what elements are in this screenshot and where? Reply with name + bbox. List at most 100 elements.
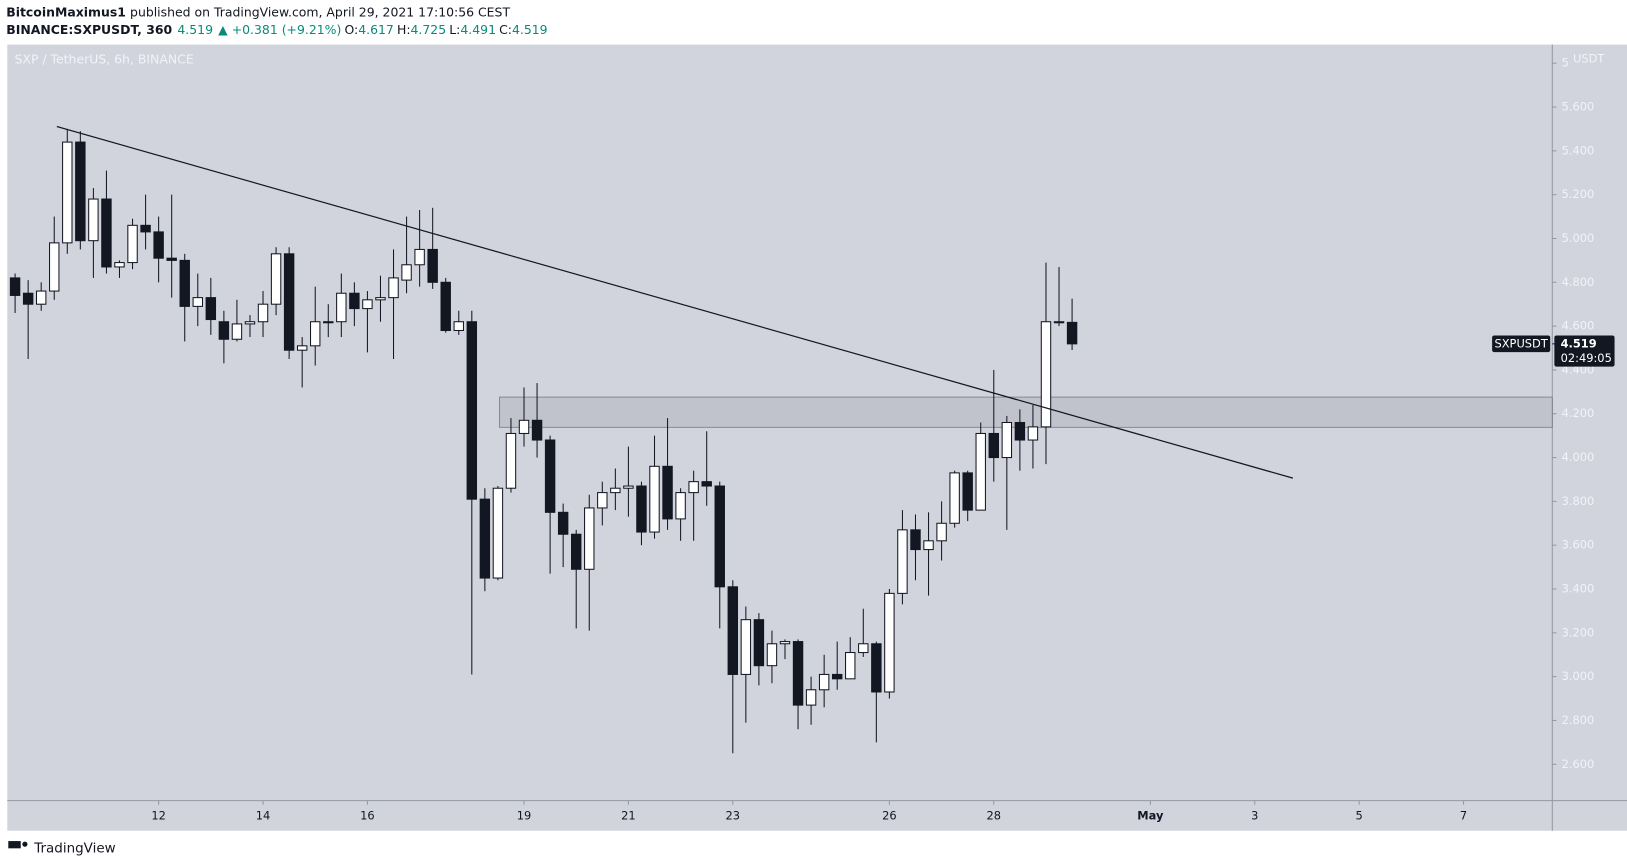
candle-body (505, 432, 517, 489)
y-tick-label: 4.200 (1562, 406, 1595, 420)
candle-body (414, 248, 425, 266)
candle-body (949, 472, 960, 524)
symbol-label: SXPUSDT (1495, 336, 1548, 350)
change: ▲ +0.381 (+9.21%) (218, 22, 341, 37)
candle-body (897, 529, 908, 594)
candle-body (649, 465, 660, 533)
candle-body (296, 345, 308, 351)
candle-body (845, 652, 856, 680)
candle-body (114, 262, 125, 268)
candle-body (388, 277, 399, 299)
candle-body (101, 198, 112, 268)
candle-body (323, 321, 334, 324)
candle-body (675, 492, 686, 520)
x-tick-label: 5 (1356, 809, 1363, 823)
candle-body (831, 673, 843, 680)
x-tick-label: May (1137, 809, 1164, 823)
candle-body (766, 643, 778, 667)
candle-body (375, 297, 386, 301)
candle-body (636, 485, 647, 533)
candle-body (270, 253, 282, 305)
h-value: 4.725 (411, 22, 447, 37)
candle-body (662, 465, 673, 520)
y-tick-label: 5.200 (1562, 187, 1595, 201)
c-label: C: (499, 22, 512, 37)
candle-body (531, 419, 543, 441)
candle-body (453, 321, 464, 332)
y-tick-label: 4.600 (1562, 319, 1595, 333)
candle-body (923, 540, 934, 551)
x-tick-label: 3 (1251, 809, 1258, 823)
y-tick-label: 5 (1562, 56, 1569, 70)
candle-body (349, 292, 360, 310)
y-tick-label: 3.800 (1562, 494, 1595, 508)
candle-body (1066, 321, 1078, 345)
y-tick-label: 3.400 (1562, 582, 1595, 596)
candle-body (75, 141, 86, 242)
candle-body (466, 321, 478, 500)
footer-brand: TradingView (33, 840, 115, 856)
y-tick-label: 5.400 (1562, 143, 1595, 157)
candle-body (727, 586, 739, 675)
author-name: BitcoinMaximus1 (6, 4, 126, 19)
o-value: 4.617 (358, 22, 394, 37)
candle-body (818, 673, 830, 691)
candle-body (35, 290, 47, 305)
candle-body (557, 511, 569, 535)
candle-body (440, 281, 451, 332)
x-tick-label: 19 (517, 809, 532, 823)
candle-body (257, 303, 269, 323)
candle-body (49, 242, 60, 292)
h-label: H: (397, 22, 411, 37)
y-tick-label: 3.600 (1562, 538, 1595, 552)
l-value: 4.491 (460, 22, 496, 37)
candle-body (1040, 321, 1052, 428)
x-tick-label: 14 (256, 809, 271, 823)
x-tick-label: 23 (726, 809, 741, 823)
y-tick-label: 4.800 (1562, 275, 1595, 289)
published: published on TradingView.com, April 29, … (130, 4, 510, 19)
candle-body (22, 292, 34, 305)
candle-body (975, 432, 986, 511)
candle-body (884, 592, 895, 693)
countdown-label: 02:49:05 (1561, 351, 1612, 365)
candle-body (962, 472, 973, 511)
candle-body (283, 253, 295, 351)
author: BitcoinMaximus1 published on TradingView.… (6, 4, 510, 19)
candle-body (336, 292, 347, 323)
candle-body (427, 248, 438, 283)
candle-body (205, 297, 217, 321)
candle-body (936, 522, 947, 542)
last: 4.519 (177, 22, 213, 37)
candle-body (871, 643, 882, 693)
logo-icon (22, 841, 28, 847)
x-tick-label: 28 (987, 809, 1002, 823)
symbol: BINANCE:SXPUSDT, 360 (6, 22, 172, 37)
candle-body (153, 231, 164, 259)
x-tick-label: 26 (882, 809, 897, 823)
y-tick-label: 3.200 (1562, 625, 1595, 639)
price-label: 4.519 (1561, 336, 1597, 350)
candle-body (88, 198, 99, 242)
y-tick-label: 4.000 (1562, 450, 1595, 464)
symbol-line: BINANCE:SXPUSDT, 360 4.519 ▲ +0.381 (+9.21… (6, 22, 547, 37)
tv-logo (8, 841, 28, 849)
candle-body (1001, 421, 1013, 459)
candle-body (688, 481, 699, 494)
candle-body (714, 485, 725, 588)
y-tick-label: 5.600 (1562, 100, 1595, 114)
candle-body (1014, 421, 1026, 441)
candle-body (518, 419, 530, 434)
y-tick-label: 2.600 (1562, 757, 1595, 771)
candle-body (231, 323, 243, 340)
candle-body (805, 689, 817, 706)
candle-body (570, 533, 582, 570)
x-tick-label: 7 (1460, 809, 1467, 823)
symbol-box (1492, 335, 1551, 353)
l-label: L: (449, 22, 460, 37)
candle-body (597, 492, 608, 509)
x-tick-label: 12 (151, 809, 166, 823)
candle-body (192, 297, 203, 307)
